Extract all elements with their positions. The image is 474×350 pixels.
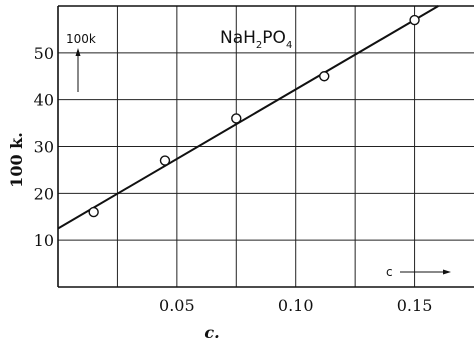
data-point — [88, 206, 99, 218]
x-tick-label: 0.15 — [397, 296, 433, 315]
data-point — [159, 155, 171, 166]
y-tick-label: 20 — [34, 184, 54, 203]
chart-title: NaH2PO4 — [220, 28, 292, 51]
tick-labels: 0.05 0.10 0.15 10 20 30 40 50 — [34, 44, 433, 315]
y-arrow-label: 100k — [66, 32, 96, 46]
x-tick-label: 0.05 — [159, 296, 195, 315]
axes — [57, 5, 474, 288]
data-point — [231, 113, 242, 124]
data-points — [88, 14, 420, 218]
y-tick-label: 50 — [34, 44, 54, 63]
y-tick-label: 30 — [34, 138, 54, 157]
up-arrow-icon — [75, 48, 81, 92]
right-arrow-icon — [400, 269, 451, 275]
fit-line — [57, 5, 439, 230]
x-tick-label: 0.10 — [278, 296, 314, 315]
data-point — [409, 14, 420, 26]
data-point — [319, 71, 330, 82]
y-tick-label: 10 — [34, 231, 54, 250]
grid — [58, 6, 474, 287]
x-arrow-label: c — [386, 265, 393, 279]
x-axis-title: c. — [204, 323, 219, 342]
y-axis-title: 100 k. — [7, 132, 26, 188]
y-tick-label: 40 — [34, 91, 54, 110]
